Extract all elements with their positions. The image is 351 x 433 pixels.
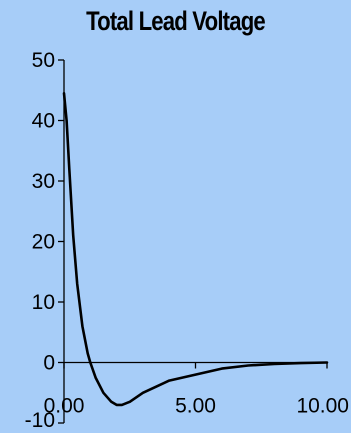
x-tick-label: 10.00 — [296, 395, 349, 418]
y-tick-label: 10 — [32, 291, 55, 314]
y-tick-label: 30 — [32, 170, 55, 193]
chart-title: Total Lead Voltage — [86, 6, 266, 36]
y-tick-label: 40 — [32, 110, 55, 133]
series-line — [62, 92, 329, 407]
y-tick-label: 0 — [43, 352, 55, 375]
y-tick-label: 50 — [32, 49, 55, 72]
y-tick-label: -10 — [25, 409, 55, 432]
chart-ticks: 50 40 30 20 10 0 -100.00 5.00 10.00 — [25, 49, 349, 432]
chart-series — [62, 92, 329, 407]
x-tick-label: 0.00 — [44, 395, 85, 418]
y-tick-label: 20 — [32, 231, 55, 254]
x-tick-label: 5.00 — [175, 395, 216, 418]
chart-axes — [63, 60, 327, 423]
